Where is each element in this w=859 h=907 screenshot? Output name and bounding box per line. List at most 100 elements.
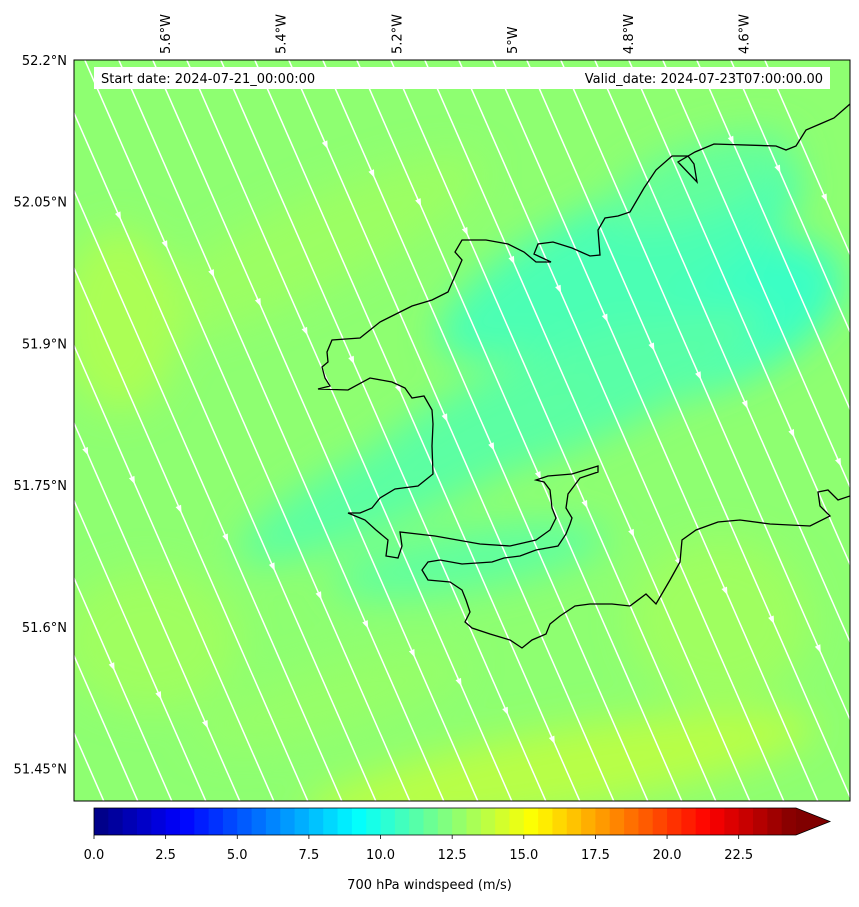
streamline [74, 266, 309, 801]
streamline [355, 60, 683, 801]
streamline-arrow [581, 500, 588, 509]
colorbar-cell [366, 808, 382, 835]
colorbar-cell [466, 808, 482, 835]
streamline-arrow [22, 154, 31, 164]
colorbar-cell [724, 808, 740, 835]
colorbar-cell [652, 808, 668, 835]
colorbar-extend-max [796, 808, 830, 835]
colorbar-cell [94, 808, 109, 835]
colorbar-cell [165, 808, 181, 835]
colorbar-cell [108, 808, 124, 835]
streamline [253, 60, 581, 801]
wind-field-contours [74, 132, 843, 801]
colorbar-tick-label: 15.0 [509, 848, 538, 863]
streamline-arrow [408, 648, 415, 658]
longitude-tick-label: 5.6°W [159, 14, 174, 54]
streamline [74, 343, 275, 801]
streamline-arrow [301, 326, 308, 336]
colorbar-cell [251, 808, 267, 835]
longitude-tick-label: 4.8°W [622, 14, 637, 54]
latitude-tick-label: 52.05°N [14, 196, 67, 211]
colorbar-tick-label: 0.0 [84, 848, 105, 863]
streamline [627, 60, 850, 567]
streamline-arrow [502, 706, 509, 716]
streamline [593, 60, 850, 644]
field-patch-11 [194, 650, 466, 750]
streamline [389, 60, 717, 801]
colorbar-cell [595, 808, 611, 835]
colorbar-tick-label: 20.0 [653, 848, 682, 863]
streamline [321, 60, 649, 801]
colorbar-cell [452, 808, 468, 835]
streamline-arrow [155, 691, 162, 700]
streamline-arrow [721, 586, 728, 596]
colorbar-cell [351, 808, 367, 835]
colorbar-cell [581, 808, 597, 835]
colorbar-cell [151, 808, 167, 835]
latitude-tick-label: 51.9°N [22, 337, 67, 352]
colorbar-cell [710, 808, 725, 835]
streamline-arrow [695, 371, 702, 380]
streamline-arrow [254, 297, 261, 307]
colorbar-cell [122, 808, 138, 835]
streamline [423, 60, 751, 801]
colorbar-cell [294, 808, 310, 835]
streamline-arrow [161, 240, 168, 249]
streamline-arrow [534, 471, 541, 480]
streamline-arrow [461, 227, 468, 236]
colorbar-cell [480, 808, 496, 835]
colorbar-cell [179, 808, 195, 835]
streamline-arrow [741, 400, 748, 409]
streamline [117, 60, 445, 801]
latitude-tick-label: 51.45°N [14, 763, 67, 778]
streamline-arrow [315, 591, 322, 600]
streamline-arrow [222, 533, 229, 543]
colorbar-cell [695, 808, 711, 835]
streamline [287, 60, 615, 801]
colorbar-cell [208, 808, 224, 835]
colorbar-tick-label: 12.5 [438, 848, 467, 863]
streamline-arrow [202, 719, 208, 729]
streamline [695, 60, 850, 412]
streamline [74, 576, 173, 801]
streamline-arrow [114, 211, 121, 220]
streamline-arrow [128, 475, 135, 485]
streamline [763, 60, 850, 257]
streamline [74, 653, 139, 801]
colorbar-cell [423, 808, 439, 835]
streamline-arrow [108, 662, 115, 671]
colorbar-cell [767, 808, 783, 835]
streamline-arrow [727, 135, 734, 145]
colorbar-tick-label: 5.0 [227, 848, 248, 863]
colorbar-tick-label: 2.5 [155, 848, 176, 863]
streamline-arrow [648, 342, 655, 351]
field-patch-7 [74, 230, 180, 410]
streamline-arrow [488, 442, 495, 451]
streamline-arrow [835, 457, 842, 467]
streamline-arrow [555, 284, 562, 294]
streamline [74, 111, 377, 801]
colorbar-cell [265, 808, 281, 835]
colorbar-tick-label: 10.0 [366, 848, 395, 863]
streamline-arrow [368, 169, 375, 178]
streamline [661, 60, 850, 489]
field-patch-6 [605, 132, 795, 228]
streamline-arrow [208, 269, 215, 278]
streamline-arrow [601, 313, 608, 323]
colorbar-tick-label: 17.5 [581, 848, 610, 863]
valid-date-text: Valid_date: 2024-07-23T07:00:00.00 [585, 72, 823, 87]
field-patch-9 [303, 710, 817, 801]
longitude-tick-label: 5.2°W [390, 14, 405, 54]
streamline [559, 60, 850, 722]
colorbar-cell [323, 808, 339, 835]
colorbar-cell [308, 808, 324, 835]
colorbar-cell [753, 808, 768, 835]
colorbar-outline [93, 807, 832, 836]
streamline [457, 60, 785, 801]
field-patch-5 [117, 156, 483, 344]
streamline-arrow [321, 140, 328, 149]
colorbar-cell [280, 808, 296, 835]
streamline [185, 60, 513, 801]
streamline [83, 60, 411, 801]
field-patch-4 [332, 521, 608, 599]
